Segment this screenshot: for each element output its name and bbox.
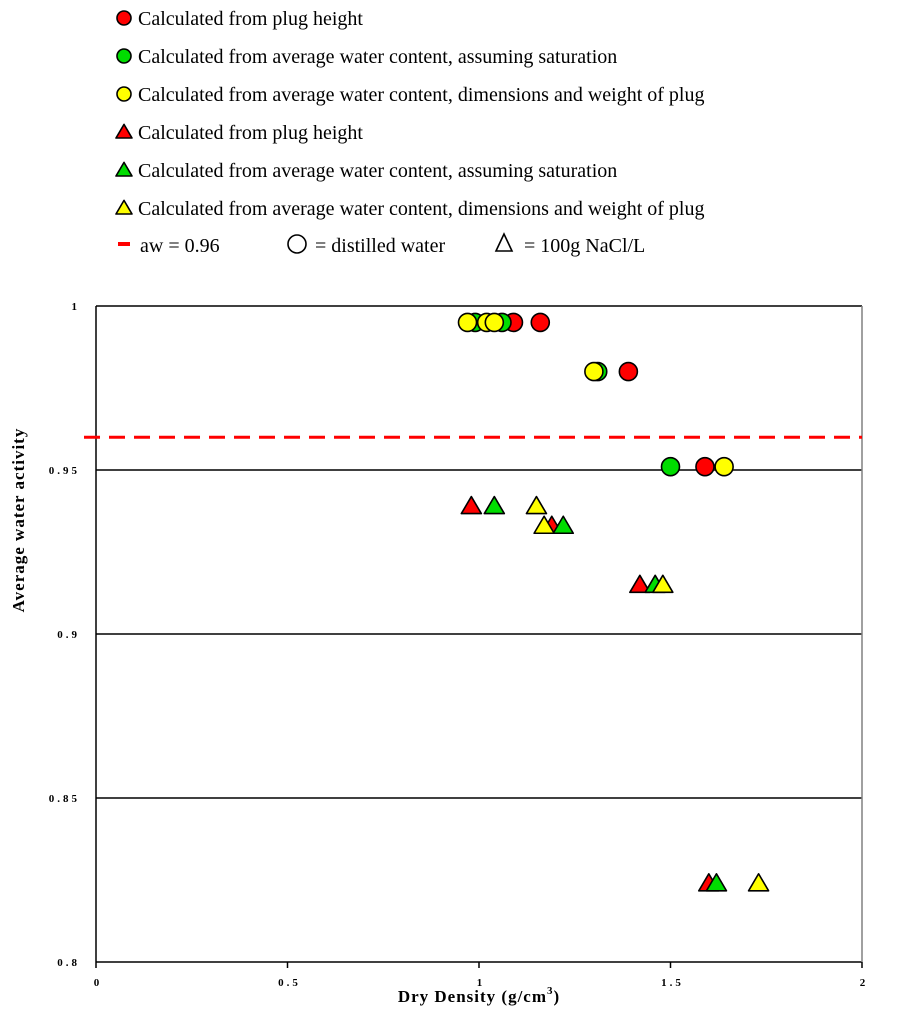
legend-reference-label: aw = 0.96 xyxy=(140,235,220,257)
y-axis-title: Average water activity xyxy=(9,428,28,613)
x-tick-label: 0.5 xyxy=(278,977,301,989)
legend-label: Calculated from plug height xyxy=(138,122,363,144)
x-tick-label: 2 xyxy=(860,977,869,989)
x-tick-label: 0 xyxy=(94,977,103,989)
legend-circle-marker xyxy=(116,48,132,64)
axes: Average water activity Dry Density (g/cm… xyxy=(9,301,869,1006)
x-tick-label: 1.5 xyxy=(661,977,684,989)
circle-point xyxy=(618,361,639,382)
y-tick-label: 1 xyxy=(72,301,81,313)
y-tick-label: 0.85 xyxy=(49,793,80,805)
legend: Calculated from plug height Calculated fr… xyxy=(115,8,704,257)
legend-label: Calculated from average water content, d… xyxy=(138,198,704,220)
triangle-point xyxy=(629,574,651,594)
circle-point xyxy=(457,312,478,333)
circle-point xyxy=(584,361,604,382)
x-axis-title: Dry Density (g/cm3) xyxy=(398,985,560,1006)
circle-point xyxy=(695,456,715,477)
legend-label: Calculated from average water content, a… xyxy=(138,160,617,182)
triangle-point xyxy=(552,515,575,535)
legend-triangle-marker xyxy=(115,199,133,215)
triangle-point xyxy=(533,515,555,535)
legend-triangle-key-label: = 100g NaCl/L xyxy=(524,235,645,257)
legend-circle-key-label: = distilled water xyxy=(315,235,445,257)
legend-label: Calculated from average water content, a… xyxy=(138,46,617,68)
triangle-point xyxy=(705,872,728,892)
triangle-point xyxy=(747,872,770,892)
legend-circle-key-icon xyxy=(287,234,307,254)
y-tick-label: 0.8 xyxy=(57,957,80,969)
y-tick-label: 0.95 xyxy=(49,465,80,477)
x-tick-label: 1 xyxy=(477,977,486,989)
legend-circle-marker xyxy=(116,10,132,26)
circle-point xyxy=(530,312,551,333)
legend-triangle-marker xyxy=(115,161,133,177)
legend-circle-marker xyxy=(116,86,132,102)
legend-label: Calculated from average water content, d… xyxy=(138,84,704,106)
triangle-point xyxy=(460,495,483,515)
triangle-point xyxy=(525,495,548,515)
triangle-point xyxy=(483,495,506,515)
legend-triangle-key-icon xyxy=(494,232,514,252)
circle-point xyxy=(660,456,681,477)
y-tick-label: 0.9 xyxy=(57,629,80,641)
legend-label: Calculated from plug height xyxy=(138,8,363,30)
circle-point xyxy=(484,312,505,333)
triangle-point xyxy=(652,574,674,594)
circle-point xyxy=(714,456,734,477)
legend-triangle-marker xyxy=(115,123,133,139)
plot-area xyxy=(84,305,863,968)
data-points xyxy=(457,312,770,892)
